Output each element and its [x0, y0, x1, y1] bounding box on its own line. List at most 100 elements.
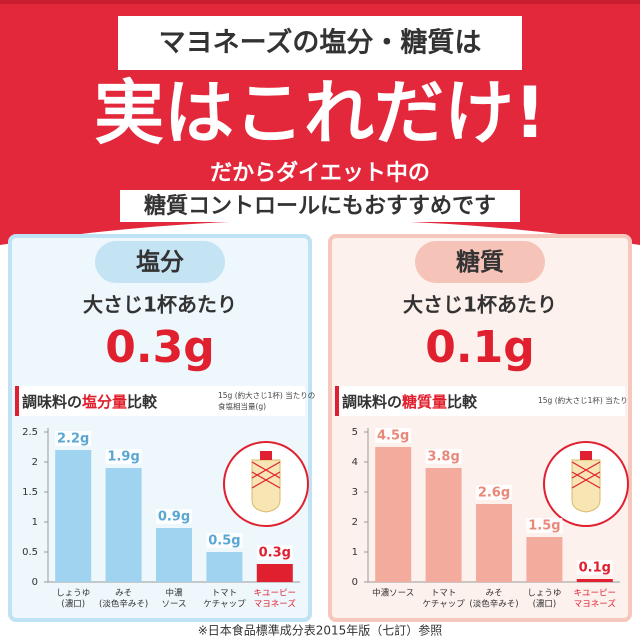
bar — [476, 504, 512, 582]
headline: 実はこれだけ! — [94, 72, 546, 154]
value-label-bg — [55, 431, 92, 446]
value-label: 2.6g — [478, 486, 510, 501]
x-tick-label: しょうゆ — [56, 589, 90, 599]
bar — [256, 564, 293, 582]
value-label: 4.5g — [377, 429, 409, 444]
value-label: 0.9g — [158, 510, 190, 525]
x-tick-label: (濃口) — [61, 599, 85, 610]
value-label: 0.1g — [579, 561, 611, 576]
tab — [415, 241, 545, 283]
value-label: 0.5g — [208, 534, 240, 549]
value-label-bg — [476, 485, 512, 500]
value-label: 3.8g — [427, 450, 459, 465]
footnote: ※日本食品標準成分表2015年版（七訂）参照 — [198, 623, 443, 638]
per-label: 大さじ1杯あたり — [83, 293, 237, 317]
amount: 0.1g — [425, 322, 534, 373]
value-label: 2.2g — [57, 432, 89, 447]
bar — [375, 447, 412, 582]
chart-title-part: 比較 — [127, 393, 158, 411]
mayo-cap — [580, 451, 592, 460]
bar — [156, 528, 192, 582]
title-accent — [335, 386, 339, 416]
mayo-pattern — [251, 461, 281, 489]
value-label-bg — [105, 449, 142, 464]
x-tick-label: (濃口) — [533, 599, 557, 610]
x-tick-label: キユーピー — [574, 589, 617, 599]
y-tick-label: 1.5 — [22, 487, 38, 498]
tab — [95, 241, 225, 283]
value-label: 0.3g — [259, 546, 291, 561]
banner-text: マヨネーズの塩分・糖質は — [159, 27, 482, 59]
chart-title-part: 調味料の — [342, 393, 402, 411]
title-bar — [15, 386, 305, 416]
y-tick-label: 0 — [32, 577, 38, 588]
value-label-bg — [206, 533, 243, 548]
tab-label: 糖質 — [456, 248, 504, 276]
chart-note: 食塩相当量(g) — [218, 401, 266, 411]
chart-title: 調味料の糖質量比較 — [342, 393, 478, 411]
x-tick-label: しょうゆ — [527, 589, 561, 599]
x-tick-label: トマト — [212, 589, 238, 599]
chart-title: 調味料の塩分量比較 — [22, 393, 158, 411]
chart-title-part: 塩分量 — [82, 393, 127, 411]
value-label-bg — [526, 518, 563, 533]
bar — [425, 468, 462, 582]
x-tick-label: (淡色辛みそ) — [99, 599, 148, 610]
tab-label: 塩分 — [136, 248, 184, 276]
y-tick-label: 2.5 — [22, 427, 38, 438]
x-tick-label: ケチャップ — [422, 600, 465, 610]
x-tick-label: 中濃ソース — [372, 588, 414, 599]
x-tick-label: ケチャップ — [203, 600, 246, 610]
amount: 0.3g — [105, 322, 214, 373]
mayo-bottle — [571, 459, 601, 513]
chart-note: 15g (約大さじ1杯) 当たりの — [218, 390, 315, 400]
x-tick-label: みそ — [115, 589, 132, 599]
value-label-bg — [576, 560, 613, 575]
top-strip — [0, 0, 640, 4]
bar — [206, 552, 243, 582]
chart-note: 15g (約大さじ1杯) 当たり — [538, 395, 628, 405]
value-label-bg — [256, 545, 293, 560]
chart-title-part: 調味料の — [22, 393, 82, 411]
x-tick-label: キユーピー — [254, 589, 297, 599]
value-label: 1.5g — [528, 519, 560, 534]
x-tick-label: みそ — [485, 589, 502, 599]
value-label-bg — [156, 509, 192, 524]
y-tick-label: 0 — [352, 577, 358, 588]
bar — [576, 579, 613, 582]
value-label-bg — [425, 449, 462, 464]
y-tick-label: 1 — [32, 517, 38, 528]
x-tick-label: (淡色辛みそ) — [469, 599, 518, 610]
y-tick-label: 4 — [352, 457, 358, 468]
y-tick-label: 5 — [352, 427, 358, 438]
mayo-cap — [260, 451, 272, 460]
subline-1: だからダイエット中の — [210, 160, 430, 186]
x-tick-label: マヨネーズ — [574, 599, 617, 610]
bar — [105, 468, 142, 582]
value-label-bg — [375, 428, 412, 443]
bar — [526, 537, 563, 582]
bar — [55, 450, 92, 582]
y-tick-label: 0.5 — [22, 547, 38, 558]
chart-title-part: 糖質量 — [402, 393, 447, 411]
subline-2: 糖質コントロールにもおすすめです — [144, 193, 496, 219]
x-tick-label: ソース — [161, 600, 186, 610]
y-tick-label: 1 — [352, 547, 358, 558]
value-label: 1.9g — [107, 450, 139, 465]
mayo-pattern — [571, 461, 601, 489]
y-tick-label: 2 — [352, 517, 358, 528]
x-tick-label: トマト — [431, 589, 457, 599]
title-accent — [15, 386, 19, 416]
per-label: 大さじ1杯あたり — [403, 293, 557, 317]
subline-box — [120, 190, 520, 222]
banner-box — [118, 16, 522, 70]
x-tick-label: マヨネーズ — [254, 599, 297, 610]
x-tick-label: 中濃 — [165, 588, 183, 599]
chart-title-part: 比較 — [447, 393, 478, 411]
y-tick-label: 2 — [32, 457, 38, 468]
y-tick-label: 3 — [352, 487, 358, 498]
mayo-bottle — [251, 459, 281, 513]
title-bar — [335, 386, 625, 416]
